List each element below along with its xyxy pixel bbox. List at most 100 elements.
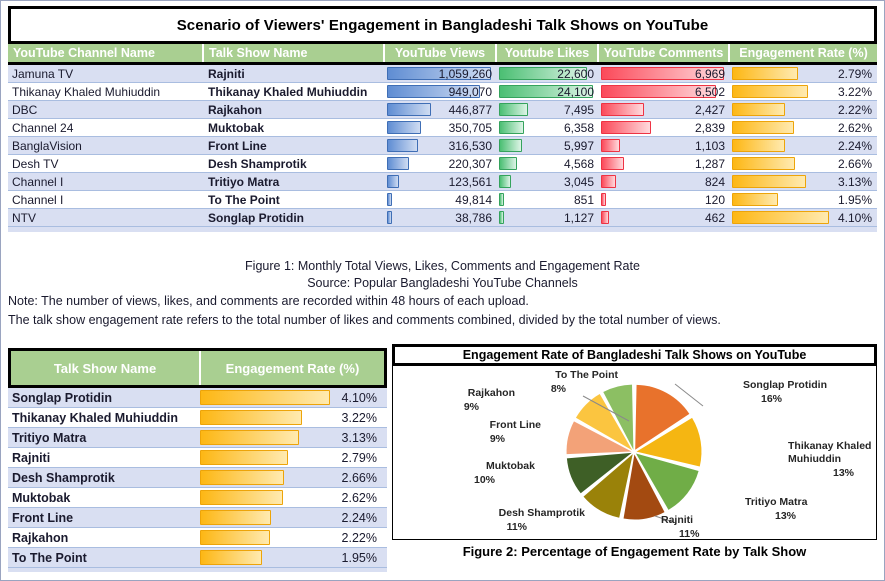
cell-channel: Desh TV [8, 155, 204, 172]
table-row[interactable]: Thikanay Khaled Muhiuddin Thikanay Khaled… [8, 83, 877, 101]
cell-show: Tritiyo Matra [204, 173, 385, 190]
table-row[interactable]: Channel I To The Point 49,814 851 120 1.95% [8, 191, 877, 209]
cell-views: 316,530 [385, 137, 497, 154]
pie-slice[interactable] [635, 453, 699, 510]
cell-likes: 22,600 [497, 65, 599, 82]
cell-show: Rajkahon [204, 101, 385, 118]
cell-show: Muktobak [204, 119, 385, 136]
cell-show: Songlap Protidin [204, 209, 385, 226]
data-bar [732, 103, 785, 116]
data-bar [200, 390, 330, 405]
cell-show-value: Songlap Protidin [12, 390, 112, 405]
list-item[interactable]: Muktobak 2.62% [8, 488, 387, 508]
top-table-bottom-edge [8, 227, 877, 232]
pie-slice[interactable] [566, 452, 632, 494]
top-table-block: Scenario of Viewers' Engagement in Bangl… [8, 6, 877, 232]
list-item[interactable]: Front Line 2.24% [8, 508, 387, 528]
cell-show: Rajniti [204, 65, 385, 82]
cell-show: Rajniti [8, 448, 198, 467]
column-header-comments[interactable]: YouTube Comments [599, 44, 730, 62]
data-bar [732, 211, 829, 224]
list-item[interactable]: Tritiyo Matra 3.13% [8, 428, 387, 448]
list-item[interactable]: Rajkahon 2.22% [8, 528, 387, 548]
pie-slice[interactable] [635, 384, 690, 450]
cell-rate: 1.95% [198, 548, 381, 567]
pie-chart-svg: Songlap Protidin 16% Thikanay Khaled Muhiud… [464, 369, 872, 539]
column-header-views[interactable]: YouTube Views [385, 44, 497, 62]
cell-views: 446,877 [385, 101, 497, 118]
cell-comments-value: 1,287 [694, 156, 725, 171]
cell-rate: 4.10% [730, 209, 877, 226]
cell-rate-value: 2.79% [341, 450, 377, 465]
table-row[interactable]: Jamuna TV Rajniti 1,059,260 22,600 6,969 2.79… [8, 65, 877, 83]
cell-channel: Channel I [8, 173, 204, 190]
list-item[interactable]: Desh Shamprotik 2.66% [8, 468, 387, 488]
cell-comments-value: 462 [704, 210, 725, 225]
note-line-1: Note: The number of views, likes, and co… [8, 294, 529, 308]
bottom-column-header-rate[interactable]: Engagement Rate (%) [201, 351, 384, 385]
cell-show-value: Thikanay Khaled Muhiuddin [208, 84, 368, 99]
cell-comments: 120 [599, 191, 730, 208]
column-header-show[interactable]: Talk Show Name [204, 44, 385, 62]
cell-show: Thikanay Khaled Muhiuddin [204, 83, 385, 100]
pie-slice[interactable] [636, 417, 702, 467]
cell-views-value: 350,705 [448, 120, 492, 135]
data-bar [601, 211, 609, 224]
cell-show: To The Point [204, 191, 385, 208]
data-bar [387, 85, 480, 98]
cell-rate: 2.22% [198, 528, 381, 547]
cell-show: Muktobak [8, 488, 198, 507]
cell-rate-value: 2.24% [341, 510, 377, 525]
data-bar [387, 139, 418, 152]
column-header-channel[interactable]: YouTube Channel Name [8, 44, 204, 62]
list-item[interactable]: Rajniti 2.79% [8, 448, 387, 468]
list-item[interactable]: Songlap Protidin 4.10% [8, 388, 387, 408]
data-bar [200, 430, 299, 445]
cell-comments: 6,969 [599, 65, 730, 82]
pie-slice[interactable] [566, 421, 632, 455]
cell-channel: Thikanay Khaled Muhiuddin [8, 83, 204, 100]
page-title: Scenario of Viewers' Engagement in Bangl… [176, 16, 709, 34]
cell-rate: 3.13% [198, 428, 381, 447]
pie-leader-line [654, 515, 677, 524]
list-item[interactable]: To The Point 1.95% [8, 548, 387, 568]
cell-show: Desh Shamprotik [8, 468, 198, 487]
top-table-header-row: YouTube Channel Name Talk Show Name YouT… [8, 44, 877, 65]
cell-views: 220,307 [385, 155, 497, 172]
bottom-table-body: Songlap Protidin 4.10% Thikanay Khaled Muh… [8, 388, 387, 568]
data-bar [601, 139, 620, 152]
cell-views-value: 123,561 [448, 174, 492, 189]
data-bar [732, 175, 806, 188]
table-row[interactable]: BanglaVision Front Line 316,530 5,997 1,103 2… [8, 137, 877, 155]
cell-rate-value: 1.95% [341, 550, 377, 565]
table-row[interactable]: Desh TV Desh Shamprotik 220,307 4,568 1,287 2… [8, 155, 877, 173]
pie-slice-label: Thikanay Khaled Muhiuddin 13% [788, 440, 871, 479]
data-bar [200, 510, 271, 525]
pie-slice[interactable] [603, 384, 634, 450]
pie-slice[interactable] [575, 393, 633, 451]
table-row[interactable]: Channel 24 Muktobak 350,705 6,358 2,839 2.62% [8, 119, 877, 137]
table-row[interactable]: Channel I Tritiyo Matra 123,561 3,045 824 3.1… [8, 173, 877, 191]
column-header-engagement-rate[interactable]: Engagement Rate (%) [730, 44, 877, 62]
table-row[interactable]: DBC Rajkahon 446,877 7,495 2,427 2.22% [8, 101, 877, 119]
cell-likes: 24,100 [497, 83, 599, 100]
cell-comments: 2,839 [599, 119, 730, 136]
column-header-likes[interactable]: Youtube Likes [497, 44, 599, 62]
pie-slice[interactable] [623, 454, 665, 520]
data-bar [499, 103, 528, 116]
cell-rate-value: 3.13% [837, 174, 872, 189]
pie-slice-label: Songlap Protidin 16% [743, 379, 827, 405]
bottom-column-header-show[interactable]: Talk Show Name [11, 351, 201, 385]
cell-show-value: Rajniti [12, 450, 51, 465]
cell-likes-value: 4,568 [563, 156, 594, 171]
table-row[interactable]: NTV Songlap Protidin 38,786 1,127 462 4.10% [8, 209, 877, 227]
pie-slice[interactable] [583, 454, 633, 518]
cell-rate-value: 2.66% [341, 470, 377, 485]
pie-slice-label: To The Point 8% [551, 369, 619, 395]
cell-rate: 2.79% [730, 65, 877, 82]
cell-likes: 7,495 [497, 101, 599, 118]
list-item[interactable]: Thikanay Khaled Muhiuddin 3.22% [8, 408, 387, 428]
cell-show: Desh Shamprotik [204, 155, 385, 172]
data-bar [601, 157, 624, 170]
data-bar [499, 211, 504, 224]
